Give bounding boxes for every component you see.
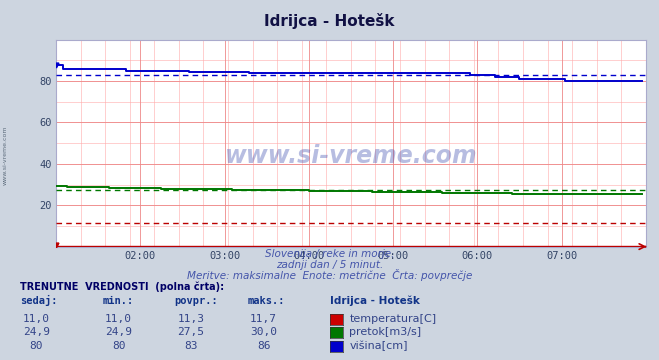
- Text: 24,9: 24,9: [105, 327, 132, 337]
- Text: zadnji dan / 5 minut.: zadnji dan / 5 minut.: [276, 260, 383, 270]
- Text: 11,0: 11,0: [105, 314, 132, 324]
- Text: www.si-vreme.com: www.si-vreme.com: [225, 144, 477, 167]
- Text: 27,5: 27,5: [178, 327, 204, 337]
- Text: maks.:: maks.:: [247, 296, 285, 306]
- Text: 11,3: 11,3: [178, 314, 204, 324]
- Text: Slovenija / reke in morje.: Slovenija / reke in morje.: [265, 249, 394, 260]
- Text: temperatura[C]: temperatura[C]: [349, 314, 436, 324]
- Text: višina[cm]: višina[cm]: [349, 341, 408, 351]
- Text: Idrijca - Hotešk: Idrijca - Hotešk: [264, 13, 395, 29]
- Text: www.si-vreme.com: www.si-vreme.com: [3, 125, 8, 185]
- Text: Idrijca - Hotešk: Idrijca - Hotešk: [330, 296, 419, 306]
- Text: povpr.:: povpr.:: [175, 296, 218, 306]
- Text: 24,9: 24,9: [23, 327, 49, 337]
- Text: 80: 80: [112, 341, 125, 351]
- Text: 11,7: 11,7: [250, 314, 277, 324]
- Text: sedaj:: sedaj:: [20, 295, 57, 306]
- Text: 80: 80: [30, 341, 43, 351]
- Text: min.:: min.:: [102, 296, 133, 306]
- Text: 86: 86: [257, 341, 270, 351]
- Text: TRENUTNE  VREDNOSTI  (polna črta):: TRENUTNE VREDNOSTI (polna črta):: [20, 281, 224, 292]
- Text: 11,0: 11,0: [23, 314, 49, 324]
- Text: pretok[m3/s]: pretok[m3/s]: [349, 327, 421, 337]
- Text: Meritve: maksimalne  Enote: metrične  Črta: povprečje: Meritve: maksimalne Enote: metrične Črta…: [186, 269, 473, 281]
- Text: 30,0: 30,0: [250, 327, 277, 337]
- Text: 83: 83: [185, 341, 198, 351]
